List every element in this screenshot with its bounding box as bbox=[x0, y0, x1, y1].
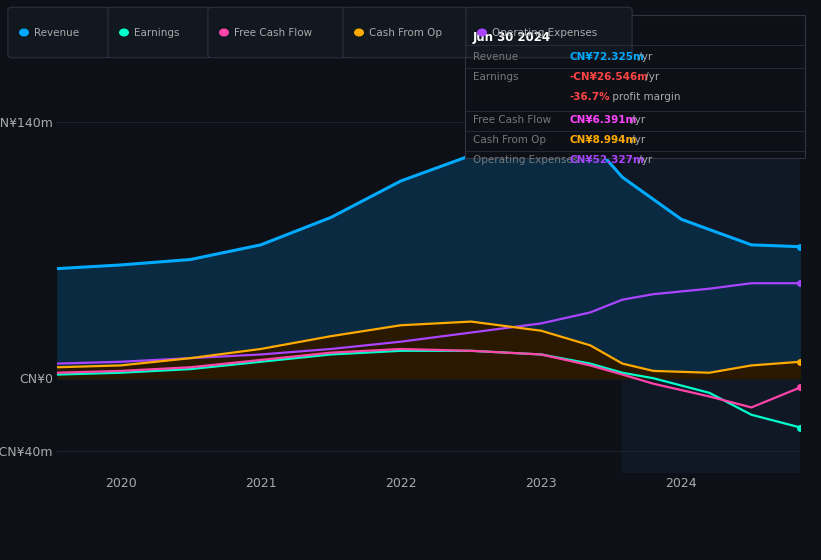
Text: Free Cash Flow: Free Cash Flow bbox=[234, 27, 312, 38]
Text: CN¥8.994m: CN¥8.994m bbox=[570, 135, 637, 145]
Text: Earnings: Earnings bbox=[473, 72, 519, 82]
Text: /yr: /yr bbox=[629, 135, 646, 145]
Text: Revenue: Revenue bbox=[473, 52, 518, 62]
Text: /yr: /yr bbox=[635, 155, 652, 165]
Text: Operating Expenses: Operating Expenses bbox=[492, 27, 597, 38]
Bar bbox=[622, 90, 821, 473]
Text: Revenue: Revenue bbox=[34, 27, 79, 38]
Text: Free Cash Flow: Free Cash Flow bbox=[473, 115, 551, 125]
Text: Earnings: Earnings bbox=[134, 27, 180, 38]
Text: profit margin: profit margin bbox=[609, 92, 681, 102]
Text: Cash From Op: Cash From Op bbox=[369, 27, 442, 38]
Text: /yr: /yr bbox=[629, 115, 646, 125]
Text: CN¥52.327m: CN¥52.327m bbox=[570, 155, 644, 165]
Text: -36.7%: -36.7% bbox=[570, 92, 611, 102]
Text: /yr: /yr bbox=[641, 72, 658, 82]
Text: /yr: /yr bbox=[635, 52, 652, 62]
Text: CN¥6.391m: CN¥6.391m bbox=[570, 115, 637, 125]
Text: Jun 30 2024: Jun 30 2024 bbox=[473, 30, 551, 44]
Text: -CN¥26.546m: -CN¥26.546m bbox=[570, 72, 649, 82]
Text: CN¥72.325m: CN¥72.325m bbox=[570, 52, 644, 62]
Text: Operating Expenses: Operating Expenses bbox=[473, 155, 578, 165]
Text: Cash From Op: Cash From Op bbox=[473, 135, 546, 145]
